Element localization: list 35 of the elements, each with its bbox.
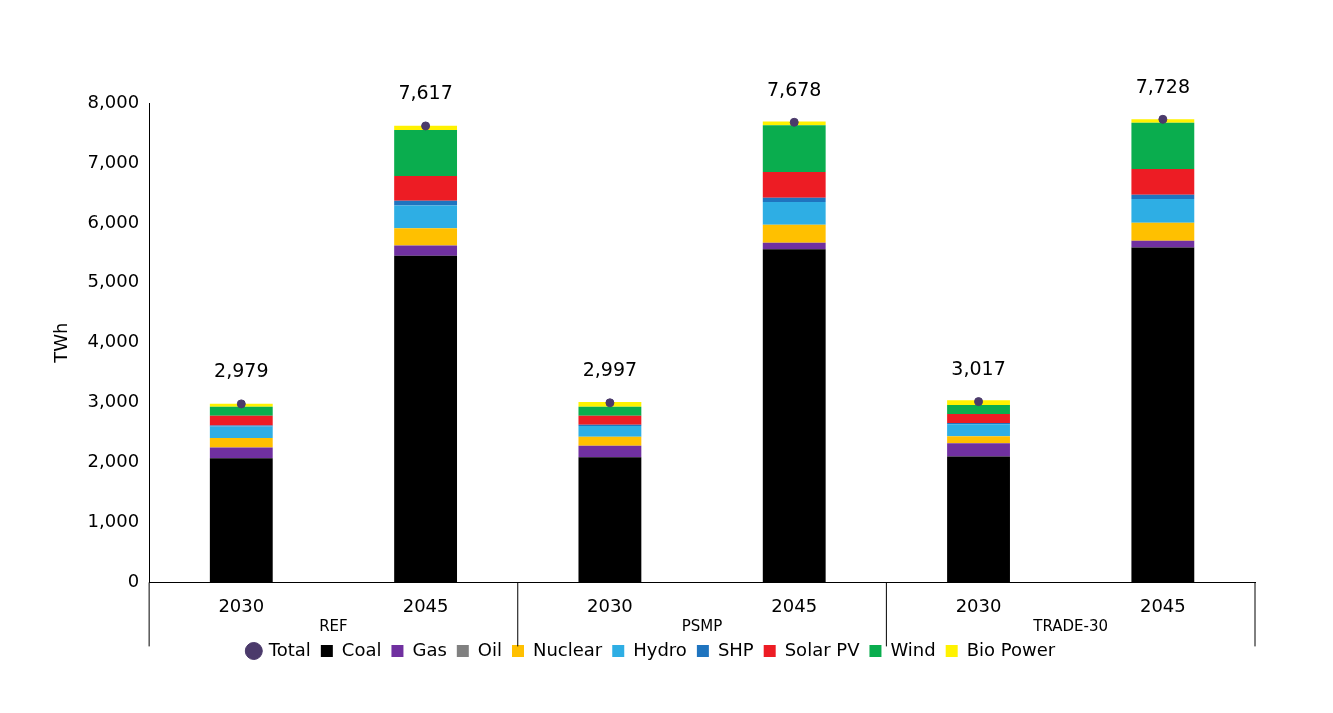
y-axis-title: TWh xyxy=(50,322,72,364)
x-tick-label: 2045 xyxy=(402,594,449,616)
legend-label: Wind xyxy=(890,638,936,660)
x-tick-label: 2045 xyxy=(771,594,818,616)
y-tick-label: 7,000 xyxy=(87,150,140,172)
data-label: 7,728 xyxy=(1135,74,1191,97)
y-tick-label: 4,000 xyxy=(87,330,140,352)
data-label: 2,979 xyxy=(214,359,269,382)
y-tick-label: 1,000 xyxy=(87,510,140,532)
x-tick-label: 2030 xyxy=(587,594,633,616)
legend-label: Nuclear xyxy=(532,638,603,660)
y-tick-label: 3,000 xyxy=(87,390,140,412)
legend-label: SHP xyxy=(717,638,754,660)
data-label: 7,617 xyxy=(398,81,453,104)
text: PSMP xyxy=(681,617,723,636)
legend-label: Solar PV xyxy=(784,638,861,660)
y-tick-label: 2,000 xyxy=(87,450,140,472)
y-tick-label: 8,000 xyxy=(87,90,140,112)
x-tick-label: 2030 xyxy=(955,594,1002,616)
y-tick-label: 0 xyxy=(127,570,140,592)
legend-label: Total xyxy=(267,638,311,660)
y-tick-label: 6,000 xyxy=(87,210,140,232)
legend-label: Coal xyxy=(341,638,382,660)
legend-label: Hydro xyxy=(633,638,687,660)
legend-label: Oil xyxy=(477,638,502,660)
data-label: 7,678 xyxy=(767,77,822,100)
legend-label: Bio Power xyxy=(966,638,1056,660)
text: TRADE-30 xyxy=(1032,617,1109,636)
legend-label: Gas xyxy=(412,638,447,660)
x-tick-label: 2045 xyxy=(1139,594,1186,616)
text: REF xyxy=(319,617,348,636)
data-label: 2,997 xyxy=(582,358,638,381)
y-tick-label: 5,000 xyxy=(87,270,140,292)
data-label: 3,017 xyxy=(951,357,1006,380)
x-tick-label: 2030 xyxy=(218,594,265,616)
